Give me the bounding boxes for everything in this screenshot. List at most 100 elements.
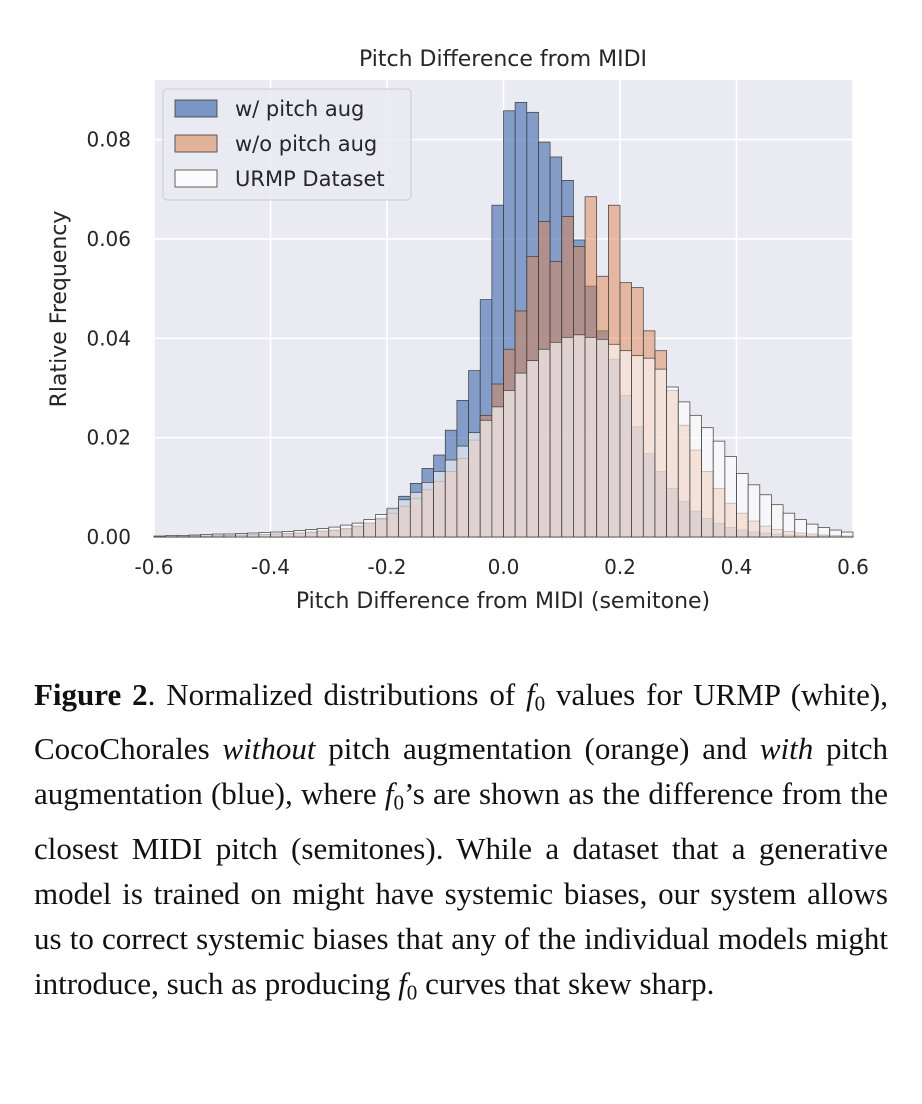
bar-urmp-35 [561,336,574,538]
bar-urmp-3 [188,534,201,538]
x-tick-label-1: -0.4 [251,555,290,579]
caption-figure-label: Figure 2 [34,677,148,712]
caption-emph-without: without [222,731,316,767]
x-tick-label-4: 0.2 [604,555,636,579]
legend-swatch-w-pitch-aug [174,99,218,118]
x-tick-label-3: 0.0 [488,555,520,579]
legend-label-urmp-dataset: URMP Dataset [235,167,385,191]
series-urmp [153,334,854,538]
bar-urmp-6 [223,533,236,538]
bar-urmp-18 [363,519,376,538]
legend: w/ pitch aug w/o pitch aug URMP Dataset [162,88,412,201]
figure-caption: Figure 2. Normalized distributions of f0… [34,672,888,1015]
legend-swatch-wo-pitch-aug [174,134,218,153]
bar-urmp-32 [526,360,539,538]
bar-urmp-8 [246,532,260,538]
caption-text-2: values for URMP (white), CocoChorales [34,677,888,767]
caption-f0-var-3: f [398,965,407,1001]
bar-urmp-21 [398,499,411,538]
bar-urmp-51 [747,484,761,538]
legend-label-w-pitch-aug: w/ pitch aug [235,97,364,121]
bar-urmp-43 [654,368,667,538]
bar-urmp-40 [619,350,632,538]
bar-urmp-45 [677,401,691,538]
y-tick-label-0: 0.00 [86,525,131,549]
bar-urmp-11 [281,531,295,538]
caption-f0-var-1: f [526,677,535,712]
bar-urmp-38 [596,338,609,538]
y-tick-label-3: 0.06 [86,227,131,251]
bar-urmp-24 [433,471,446,538]
bar-urmp-5 [211,533,225,538]
bar-urmp-23 [421,482,434,538]
bar-urmp-4 [200,534,213,538]
bar-urmp-55 [794,519,807,538]
x-tick-label-0: -0.6 [134,555,173,579]
bar-urmp-59 [840,531,854,538]
bar-urmp-20 [386,507,399,538]
y-tick-label-1: 0.02 [86,426,131,450]
x-tick-label-2: -0.2 [367,555,406,579]
legend-box [162,88,412,201]
bar-urmp-39 [607,343,621,538]
caption-text-3: pitch augmentation (orange) and [315,731,760,767]
bar-urmp-57 [817,527,831,538]
bar-urmp-30 [503,390,516,538]
bar-urmp-37 [584,336,598,538]
axis-ticks: -0.6 -0.4 -0.2 0.0 0.2 0.4 0.6 0.00 0.02 0.04 0.06… [86,128,868,579]
caption-f0-sub-1: 0 [534,691,546,716]
caption-f0-sub-2: 0 [393,790,405,815]
x-axis-label: Pitch Difference from MIDI (semitone) [296,589,710,614]
chart-title: Pitch Difference from MIDI [359,47,647,72]
bar-urmp-13 [305,529,318,538]
bar-urmp-12 [293,530,306,538]
bar-urmp-9 [258,532,271,538]
caption-text-5: ’s are shown as the difference from the … [34,776,888,1001]
legend-label-wo-pitch-aug: w/o pitch aug [235,132,377,156]
bar-urmp-52 [759,494,772,538]
bar-urmp-47 [701,427,714,538]
bar-urmp-42 [642,357,656,538]
bar-urmp-7 [235,533,248,538]
caption-f0-var-2: f [384,776,394,812]
caption-text-1: . Normalized distributions of [147,677,527,712]
bar-urmp-22 [409,491,423,538]
legend-swatch-urmp-dataset [174,169,218,188]
bar-urmp-53 [771,504,784,538]
bar-urmp-17 [351,522,365,538]
bar-urmp-50 [736,473,749,538]
bar-urmp-31 [514,372,528,538]
bar-urmp-58 [829,529,842,538]
caption-f0-sub-3: 0 [406,979,418,1004]
bar-urmp-1 [165,535,178,538]
bar-urmp-54 [782,512,796,538]
bar-urmp-34 [549,341,563,538]
bar-urmp-10 [270,531,283,538]
x-tick-label-5: 0.4 [721,555,753,579]
bar-urmp-44 [666,386,679,538]
bar-urmp-0 [153,535,166,538]
bar-urmp-48 [712,440,726,538]
bar-urmp-16 [340,524,353,538]
caption-text-6: curves that skew sharp. [417,965,715,1001]
bar-urmp-33 [538,348,551,538]
bar-urmp-25 [444,459,458,538]
bar-urmp-14 [316,528,330,538]
bar-urmp-2 [176,535,190,538]
y-tick-label-2: 0.04 [86,326,131,350]
bar-urmp-36 [573,334,586,538]
bar-urmp-15 [328,526,341,538]
bar-urmp-56 [806,523,819,538]
bar-urmp-28 [479,419,493,538]
histogram-figure: Pitch Difference from MIDI -0.6 -0.4 -0.2 0… [47,47,869,614]
bar-urmp-19 [375,514,388,538]
bar-urmp-26 [456,445,469,538]
y-tick-label-4: 0.08 [86,128,131,152]
x-tick-label-6: 0.6 [837,555,869,579]
y-axis-label: Rlative Frequency [47,211,72,408]
bar-urmp-41 [631,355,644,538]
caption-text-4: pitch augmentation (blue), where [34,731,888,812]
histogram-bars [153,102,854,538]
bar-urmp-49 [724,456,737,538]
caption-emph-with: with [759,731,814,767]
